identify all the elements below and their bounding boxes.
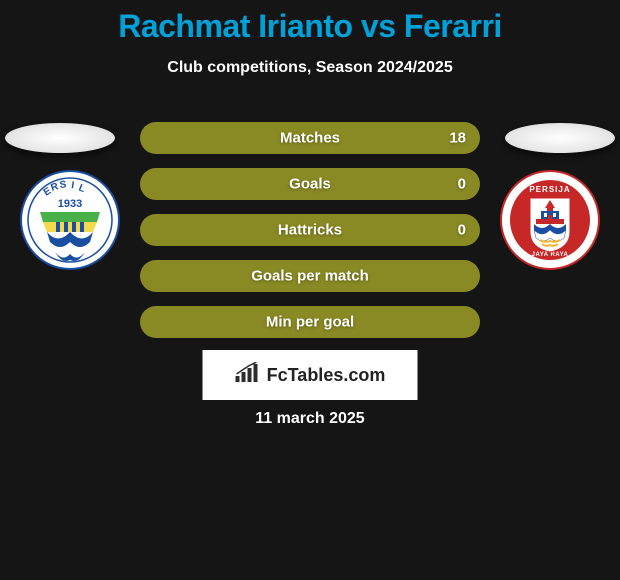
stat-label: Goals <box>140 176 480 193</box>
stat-row-gpm: Goals per match <box>140 260 480 292</box>
stat-label: Goals per match <box>140 268 480 285</box>
stat-label: Min per goal <box>140 314 480 331</box>
stat-row-goals: Goals 0 <box>140 168 480 200</box>
player-right-avatar <box>505 123 615 153</box>
svg-text:1933: 1933 <box>58 198 82 210</box>
branding-icon <box>235 362 261 389</box>
club-right-badge: PERSIJA JAYA RAYA <box>500 170 600 270</box>
stat-row-mpg: Min per goal <box>140 306 480 338</box>
stat-value-right: 18 <box>449 130 466 147</box>
svg-text:PERSIJA: PERSIJA <box>529 185 570 194</box>
subtitle: Club competitions, Season 2024/2025 <box>0 59 620 77</box>
stat-value-right: 0 <box>458 222 466 239</box>
stat-row-hattricks: Hattricks 0 <box>140 214 480 246</box>
svg-text:JAYA RAYA: JAYA RAYA <box>532 252 569 258</box>
player-left-avatar <box>5 123 115 153</box>
stats-container: Matches 18 Goals 0 Hattricks 0 Goals per… <box>140 122 480 352</box>
date-label: 11 march 2025 <box>0 410 620 428</box>
club-left-badge: E R S I L 1933 <box>20 170 120 270</box>
page-title: Rachmat Irianto vs Ferarri <box>0 0 620 45</box>
stat-row-matches: Matches 18 <box>140 122 480 154</box>
stat-label: Matches <box>140 130 480 147</box>
branding-box: FcTables.com <box>203 350 418 400</box>
branding-label: FcTables.com <box>267 365 386 386</box>
stat-value-right: 0 <box>458 176 466 193</box>
stat-label: Hattricks <box>140 222 480 239</box>
